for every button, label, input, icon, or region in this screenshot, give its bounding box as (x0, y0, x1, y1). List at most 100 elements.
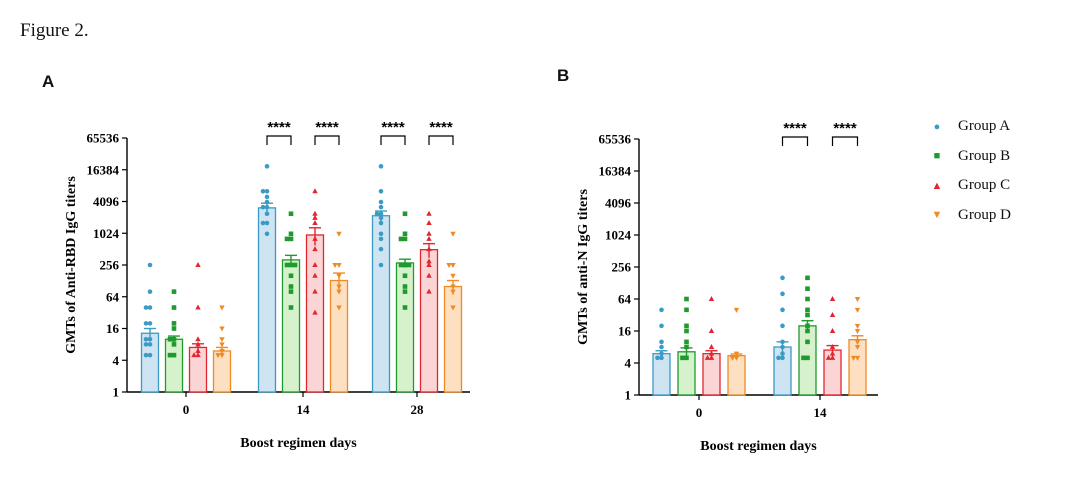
panel-a-data-point (143, 336, 149, 342)
panel-b-data-point (829, 312, 836, 317)
panel-b-data-point (829, 328, 836, 333)
panel-b-data-point (829, 354, 836, 360)
panel-a-data-point (195, 336, 201, 342)
panel-b-data-point (708, 350, 715, 356)
legend-item-group-b: ■ Group B (930, 142, 1011, 172)
panel-a-data-point (264, 231, 270, 237)
panel-a-data-point (312, 214, 318, 220)
panel-a-data-point (264, 220, 270, 226)
panel-a-data-point (171, 289, 177, 294)
legend-label: Group C (958, 177, 1011, 194)
panel-b-data-point (659, 307, 664, 313)
panel-b-x-axis-label: Boost regimen days (700, 439, 817, 454)
panel-a-data-point (264, 211, 270, 217)
legend-item-group-a: ● Group A (930, 112, 1011, 142)
panel-a-data-point (378, 199, 384, 205)
panel-b-data-point (708, 296, 715, 301)
panel-a-data-point (336, 273, 342, 279)
panel-a-data-point (450, 305, 456, 311)
panel-b-y-tick-label: 1 (625, 388, 632, 403)
figure-title: Figure 2. (20, 20, 89, 41)
panel-b-data-point (659, 344, 664, 350)
panel-b-data-point (780, 339, 785, 345)
panel-b-y-tick-label: 4096 (605, 196, 632, 211)
panel-b-data-point (708, 344, 715, 349)
panel-a-data-point (288, 231, 294, 237)
panel-a-data-point (426, 272, 432, 278)
panel-b-data-point (684, 355, 689, 361)
panel-a-data-point (426, 258, 432, 264)
legend-label: Group D (958, 206, 1011, 223)
panel-a-data-point (147, 352, 153, 358)
panel-b-y-tick-label: 1024 (605, 228, 632, 243)
panel-a-data-point (450, 263, 456, 268)
panel-a-data-point (312, 210, 318, 216)
panel-a-data-point (171, 305, 177, 310)
panel-a-data-point (143, 305, 149, 310)
panel-b-y-tick-label: 16384 (599, 164, 632, 179)
panel-a-data-point (378, 246, 384, 252)
panel-a-data-point (260, 188, 266, 194)
panel-a-data-point (147, 305, 153, 310)
panel-a-data-point (426, 235, 432, 241)
panel-b-x-tick-label: 0 (696, 405, 703, 420)
panel-b-data-point (780, 291, 785, 297)
panel-a-data-point (288, 284, 294, 289)
panel-a-data-point (450, 231, 456, 237)
panel-a-significance-label: **** (315, 119, 339, 136)
panel-b-data-point (780, 355, 785, 361)
panel-a-data-point (215, 353, 221, 359)
panel-a-y-axis-label: GMTs of Anti-RBD IgG titers (64, 176, 79, 354)
panel-a-data-point (167, 352, 173, 358)
panel-b-data-point (780, 323, 785, 329)
panel-b-data-point (805, 312, 810, 318)
group-b-marker-icon: ■ (933, 150, 941, 163)
panel-a-data-point (260, 204, 266, 210)
panel-a-data-point (292, 262, 298, 268)
panel-a-data-point (195, 304, 201, 310)
panel-a-data-point (171, 342, 177, 347)
panel-b-significance-label: **** (833, 120, 857, 137)
panel-b-data-point (684, 339, 689, 345)
panel-b-data-point (805, 307, 810, 313)
panel-b-data-point (684, 328, 689, 334)
panel-a-bar (164, 338, 184, 393)
panel-b-data-point (805, 275, 810, 281)
panel-a-data-point (446, 263, 452, 268)
panel-b-data-point (854, 297, 861, 302)
panel-b-data-point (684, 344, 689, 350)
panel-a-data-point (336, 305, 342, 311)
panel-a-significance-label: **** (381, 119, 405, 136)
panel-a-data-point (219, 337, 225, 343)
panel-b-data-point (829, 344, 836, 349)
panel-b-data-point (854, 339, 861, 345)
panel-b-data-point (850, 355, 857, 361)
panel-a-data-point (219, 353, 225, 359)
panel-a-data-point (264, 194, 270, 200)
panel-b-data-point (805, 296, 810, 302)
panel-a-bar (281, 259, 301, 393)
panel-a-data-point (219, 326, 225, 332)
panel-a-data-point (143, 321, 149, 326)
panel-b-significance-bracket (831, 136, 859, 146)
panel-a-data-point (336, 284, 342, 290)
panel-a-data-point (171, 336, 177, 342)
panel-b-data-point (776, 355, 781, 361)
legend: ● Group A ■ Group B ▲ Group C ▼ Group D (930, 112, 1011, 230)
panel-b-data-point (854, 307, 861, 313)
panel-a-y-tick-label: 4096 (93, 194, 120, 209)
panel-a-data-point (143, 342, 149, 347)
panel-b-y-tick-label: 256 (612, 260, 632, 275)
legend-label: Group B (958, 147, 1011, 164)
panel-a-data-point (402, 284, 408, 289)
panel-a-data-point (171, 352, 177, 358)
panel-a-data-point (167, 336, 173, 342)
panel-a-data-point (378, 215, 384, 221)
panel-a-letter: A (42, 72, 55, 91)
panel-a-data-point (171, 321, 177, 326)
panel-a-data-point (402, 211, 408, 217)
panel-a-y-tick-label: 65536 (87, 131, 120, 146)
panel-a-bar (419, 249, 439, 393)
panel-a-data-point (264, 164, 270, 169)
panel-a-data-point (378, 211, 384, 217)
